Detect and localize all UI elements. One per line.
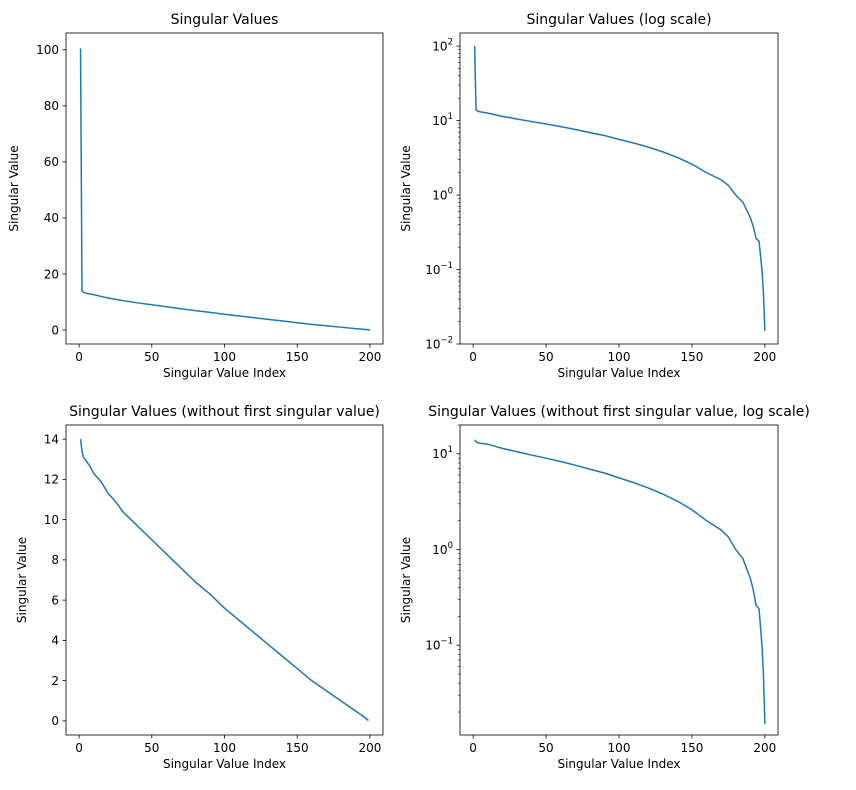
x-tick-label: 50 [144, 350, 159, 364]
axes-frame [65, 32, 384, 345]
x-tick-label: 0 [469, 741, 477, 755]
y-axis-label: Singular Value [399, 537, 413, 623]
x-axis-label: Singular Value Index [557, 366, 680, 380]
y-tick-exponent: 1 [448, 445, 453, 455]
y-tick-label: 8 [51, 553, 59, 567]
y-tick-label: 100 [36, 43, 59, 57]
y-tick-exponent: −1 [440, 636, 453, 646]
x-tick-label: 200 [753, 350, 776, 364]
y-tick-exponent: 2 [448, 37, 453, 47]
y-tick-label: 14 [44, 432, 59, 446]
series-line [79, 48, 370, 331]
y-tick-label: 60 [44, 155, 59, 169]
x-tick-label: 200 [753, 741, 776, 755]
y-tick-label: 20 [44, 267, 59, 281]
y-axis-label: Singular Value [399, 145, 413, 231]
chart-title: Singular Values (log scale) [526, 12, 711, 28]
y-tick-label: 80 [44, 99, 59, 113]
y-tick-label: 2 [51, 674, 59, 688]
x-tick-label: 0 [75, 350, 83, 364]
chart-title: Singular Values (without first singular … [69, 404, 380, 420]
y-tick-label: 0 [51, 714, 59, 728]
y-tick-label: 100 [432, 541, 453, 557]
y-tick-label: 0 [51, 323, 59, 337]
y-axis-label: Singular Value [7, 145, 21, 231]
x-tick-label: 0 [469, 350, 477, 364]
x-axis-label: Singular Value Index [163, 757, 286, 771]
x-tick-label: 100 [213, 741, 236, 755]
y-tick-exponent: 1 [448, 112, 453, 122]
x-tick-label: 0 [75, 741, 83, 755]
chart-title: Singular Values (without first singular … [428, 404, 810, 420]
series-line [473, 45, 766, 331]
y-tick-label: 102 [432, 37, 453, 53]
x-tick-label: 150 [286, 741, 309, 755]
x-tick-label: 200 [358, 741, 381, 755]
subplot-singular-values-without-first: 0 50 100 150 200 0 2 4 6 8 10 12 14 Singular Values (… [15, 404, 384, 771]
y-tick-exponent: −2 [440, 335, 453, 345]
x-tick-label: 50 [144, 741, 159, 755]
axes-frame [459, 424, 779, 736]
x-tick-label: 100 [213, 350, 236, 364]
y-tick-label: 10−1 [425, 636, 453, 652]
y-tick-exponent: 0 [448, 186, 453, 196]
y-tick-label: 6 [51, 593, 59, 607]
y-tick-label: 100 [432, 186, 453, 202]
x-tick-label: 50 [538, 350, 553, 364]
x-tick-label: 150 [680, 350, 703, 364]
chart-title: Singular Values [171, 12, 279, 28]
y-tick-label: 10 [44, 513, 59, 527]
y-axis-label: Singular Value [15, 537, 29, 623]
y-tick-label: 4 [51, 634, 59, 648]
subplot-singular-values: 0 50 100 150 200 0 20 40 60 80 100 Singular Values S… [7, 12, 384, 380]
x-axis-label: Singular Value Index [557, 757, 680, 771]
series-line [474, 439, 766, 724]
y-tick-exponent: 0 [448, 541, 453, 551]
y-tick-label: 101 [432, 445, 453, 461]
series-line [79, 439, 369, 722]
x-tick-label: 200 [358, 350, 381, 364]
x-tick-label: 50 [538, 741, 553, 755]
x-tick-label: 150 [680, 741, 703, 755]
x-tick-label: 100 [608, 741, 631, 755]
y-tick-label: 101 [432, 112, 453, 128]
x-tick-label: 100 [608, 350, 631, 364]
x-tick-label: 150 [286, 350, 309, 364]
y-tick-label: 40 [44, 211, 59, 225]
y-tick-label: 12 [44, 473, 59, 487]
x-axis-label: Singular Value Index [163, 366, 286, 380]
y-tick-label: 10−1 [425, 261, 453, 277]
y-tick-label: 10−2 [425, 335, 453, 351]
y-tick-exponent: −1 [440, 261, 453, 271]
axes-frame [65, 424, 384, 736]
